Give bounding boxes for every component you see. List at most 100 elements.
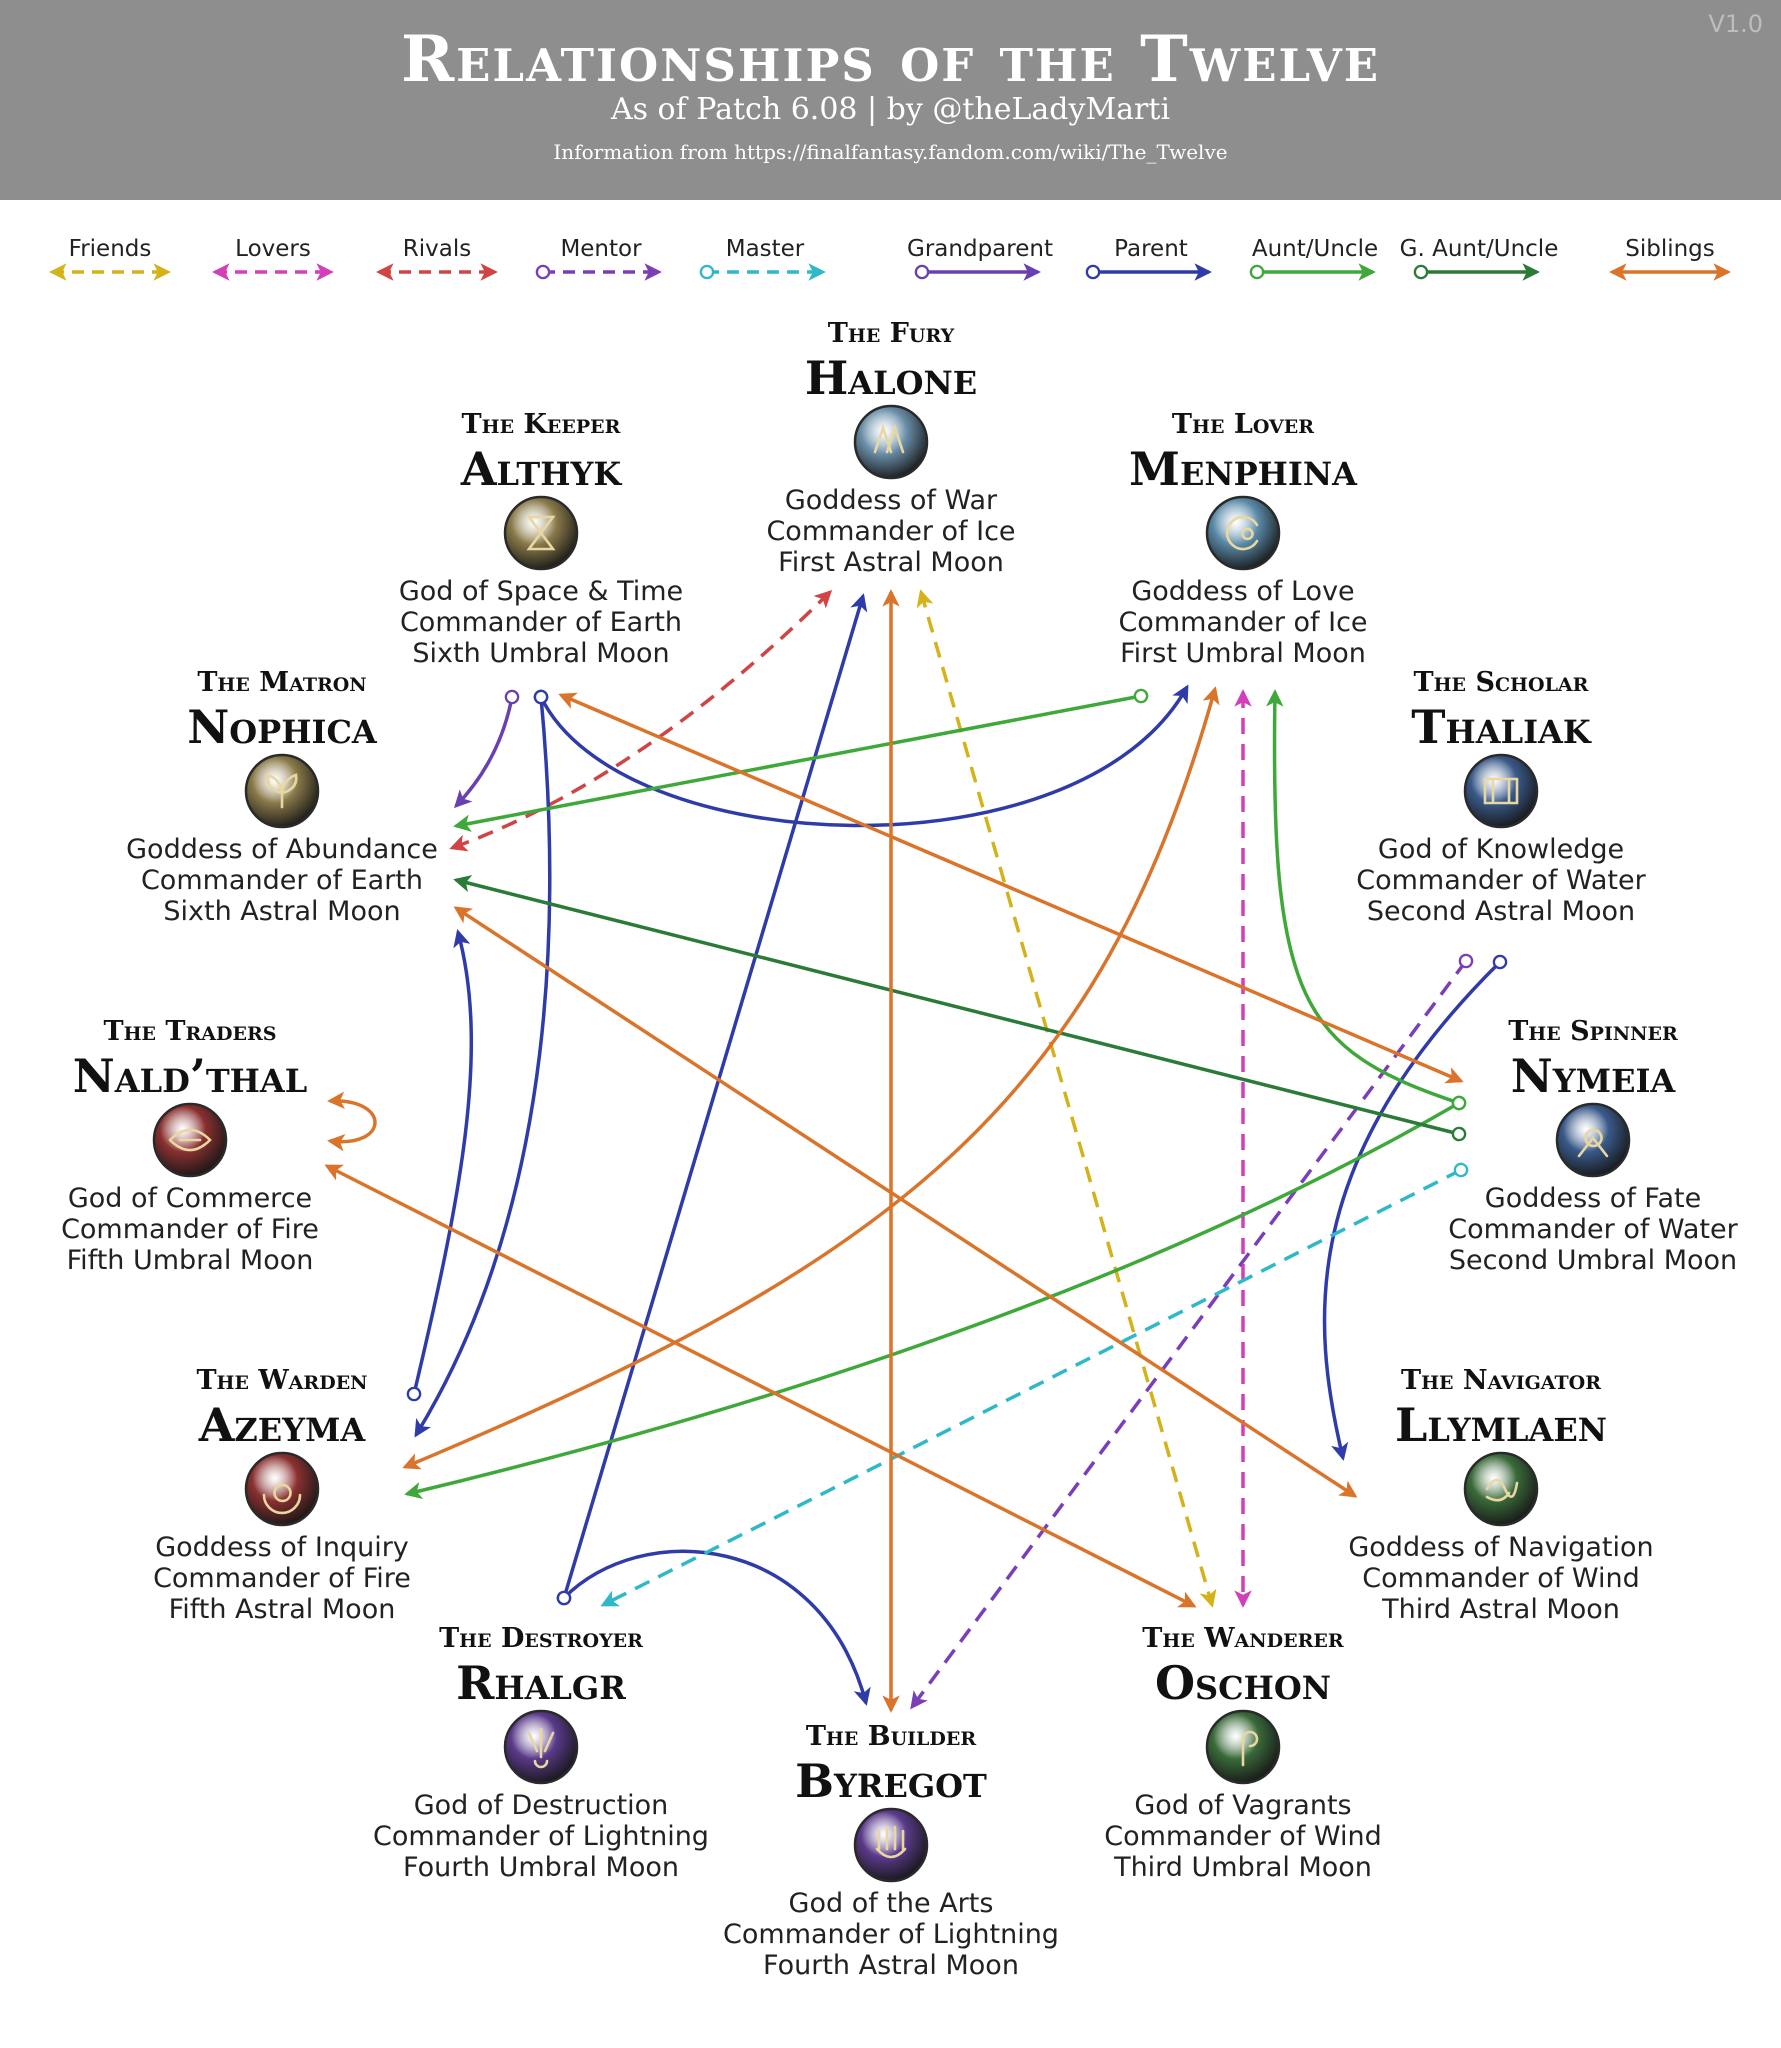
god-epithet: The Lover [1172,409,1314,440]
legend-label: Aunt/Uncle [1252,236,1378,262]
byregot-icon [853,1807,929,1883]
oschon-icon [1205,1709,1281,1785]
god-description-line: Fourth Astral Moon [763,1950,1019,1981]
god-description-line: Goddess of Navigation [1348,1532,1653,1563]
legend-label: Master [726,236,805,262]
god-description-line: Commander of Ice [766,516,1015,547]
halone-icon [853,404,929,480]
legend-item-master: Master [699,236,826,281]
edge-friends-oschon-halone [916,589,1217,1608]
god-epithet: The Matron [197,667,366,698]
god-description-line: Commander of Water [1356,865,1646,896]
edge-parent-althyk-menphina [533,684,1189,828]
god-name: Oschon [1155,1656,1331,1710]
icon-glyph [1577,1128,1609,1158]
legend-label: Rivals [403,236,471,262]
god-name: Nophica [187,700,378,754]
icon-glyph [1483,777,1519,805]
legend-label: G. Aunt/Uncle [1400,236,1559,262]
god-epithet: The Spinner [1508,1016,1678,1047]
god-description-line: First Astral Moon [778,547,1004,578]
legend-item-rivals: Rivals [376,236,498,281]
god-epithet: The Fury [828,318,955,349]
legend-label: Friends [69,236,152,262]
god-epithet: The Warden [196,1365,367,1396]
god-description-line: God of Vagrants [1134,1790,1351,1821]
edge-siblings-nophica-llymlaen [453,906,1358,1498]
god-description-line: Sixth Umbral Moon [412,638,669,669]
god-description-line: Third Umbral Moon [1113,1852,1372,1883]
edge-siblings-althyk-nymeia [558,692,1464,1084]
edge-parent-althyk-azeyma [414,689,552,1438]
version-label: V1.0 [1708,10,1763,38]
icon-orb [1463,1451,1539,1527]
icon-glyph [262,1483,302,1515]
god-description-line: Third Astral Moon [1381,1594,1620,1625]
icon-glyph [873,423,905,454]
legend-item-mentor: Mentor [535,236,662,281]
god-description-line: Goddess of War [785,485,998,516]
god-name: Althyk [460,442,622,496]
icon-orb [1463,753,1539,829]
legend-label: Mentor [560,236,642,262]
god-epithet: The Scholar [1414,667,1589,698]
god-description-line: Commander of Water [1448,1214,1738,1245]
edge-grandparent-althyk-nophica [453,689,520,809]
legend-item-aunt-uncle: Aunt/Uncle [1249,236,1378,281]
thaliak-icon [1463,753,1539,829]
icon-glyph [266,773,298,809]
god-description-line: Commander of Earth [141,865,423,896]
icon-glyph [526,515,556,551]
god-description-line: God of Space & Time [399,576,683,607]
legend-item-g-aunt-uncle: G. Aunt/Uncle [1400,236,1559,281]
edge-siblings-naldthal-oschon [324,1164,1197,1608]
god-description-line: Commander of Ice [1118,607,1367,638]
edge-siblings-azeyma-menphina [402,686,1220,1470]
edge-parent-azeyma-nophica [406,929,474,1402]
header-banner: Relationships of the Twelve As of Patch … [0,0,1781,200]
god-description-line: Fourth Umbral Moon [403,1852,679,1883]
god-name: Azeyma [198,1398,367,1452]
icon-glyph [527,1727,555,1769]
legend-label: Lovers [235,236,311,262]
god-description-line: Commander of Fire [61,1214,319,1245]
god-description-line: First Umbral Moon [1120,638,1366,669]
god-name: Byregot [795,1754,987,1808]
god-description-line: Goddess of Abundance [126,834,438,865]
god-description-line: God of Destruction [414,1790,669,1821]
icon-orb [244,1451,320,1527]
god-description-line: God of Commerce [68,1183,312,1214]
icon-orb [853,1807,929,1883]
god-description-line: Fifth Umbral Moon [67,1245,314,1276]
god-description-line: Commander of Wind [1104,1821,1382,1852]
god-name: Thaliak [1411,700,1592,754]
god-description-line: Commander of Fire [153,1563,411,1594]
edge-aunt_uncle-nymeia-azeyma [404,1095,1467,1500]
page-title: Relationships of the Twelve [400,22,1381,97]
legend-item-grandparent: Grandparent [907,236,1053,281]
legend: Friends Lovers Rivals Mentor Master Grandpare… [49,236,1731,281]
god-description-line: Commander of Earth [400,607,682,638]
god-epithet: The Wanderer [1142,1623,1344,1654]
god-epithet: The Destroyer [439,1623,643,1654]
nymeia-icon [1555,1102,1631,1178]
icon-glyph [1225,515,1259,551]
god-description-line: Sixth Astral Moon [163,896,400,927]
icon-glyph [875,1825,907,1859]
god-epithet: The Keeper [462,409,621,440]
azeyma-icon [244,1451,320,1527]
god-description-line: Fifth Astral Moon [169,1594,396,1625]
god-name: Halone [805,351,977,405]
god-epithet: The Builder [806,1721,977,1752]
llymlaen-icon [1463,1451,1539,1527]
god-description-line: Goddess of Inquiry [155,1532,409,1563]
legend-label: Grandparent [907,236,1053,262]
legend-item-friends: Friends [49,236,171,281]
